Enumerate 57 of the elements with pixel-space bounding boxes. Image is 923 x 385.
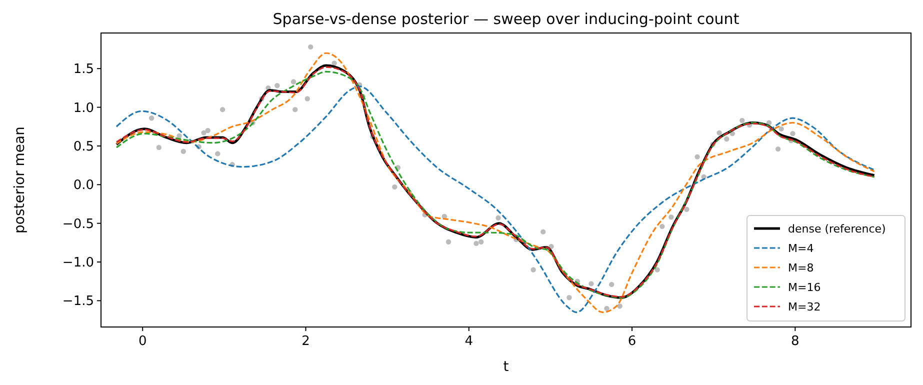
y-tick-label: 0.0 xyxy=(73,178,94,194)
chart-title: Sparse-vs-dense posterior — sweep over inducing-point count xyxy=(272,10,740,28)
legend-label: M=16 xyxy=(788,281,821,294)
point xyxy=(180,148,186,154)
point xyxy=(604,306,610,312)
y-tick-label: −0.5 xyxy=(62,216,94,232)
point xyxy=(148,116,154,121)
legend-label: M=32 xyxy=(788,300,821,314)
x-tick-label: 4 xyxy=(464,334,474,349)
point xyxy=(588,281,594,286)
point xyxy=(496,215,501,221)
point xyxy=(617,304,622,309)
point xyxy=(215,151,220,156)
point xyxy=(740,118,745,124)
point xyxy=(566,295,572,300)
point xyxy=(716,130,722,136)
legend-label: M=4 xyxy=(788,242,814,255)
point xyxy=(654,267,660,272)
x-tick-label: 6 xyxy=(628,334,636,349)
point xyxy=(694,154,700,160)
x-axis-title: t xyxy=(503,359,510,375)
y-axis-title: posterior mean xyxy=(12,126,28,234)
y-tick-label: −1.5 xyxy=(62,294,94,310)
point xyxy=(724,136,730,142)
x-tick-label: 8 xyxy=(791,334,800,349)
point xyxy=(778,126,784,132)
legend-label: dense (reference) xyxy=(788,222,886,236)
point xyxy=(156,144,162,150)
point xyxy=(176,133,182,138)
point xyxy=(332,60,337,66)
y-tick-label: 1.5 xyxy=(73,62,94,78)
point xyxy=(292,106,298,112)
point xyxy=(308,44,314,50)
point xyxy=(274,83,280,88)
point xyxy=(446,239,452,244)
point xyxy=(392,184,398,190)
point xyxy=(201,130,206,136)
point xyxy=(530,267,536,272)
x-tick-label: 0 xyxy=(138,334,147,349)
point xyxy=(684,206,690,212)
y-tick-label: 1.0 xyxy=(73,100,94,116)
point xyxy=(304,96,310,102)
point xyxy=(474,240,479,246)
point xyxy=(220,106,226,112)
y-tick-label: 0.5 xyxy=(73,139,94,154)
point xyxy=(290,79,296,84)
point xyxy=(775,146,781,152)
point xyxy=(668,214,674,220)
x-tick-label: 2 xyxy=(302,334,310,349)
legend-label: M=8 xyxy=(788,262,814,274)
y-tick-label: −1.0 xyxy=(62,256,94,271)
point xyxy=(540,229,546,234)
point xyxy=(478,239,484,244)
point xyxy=(205,128,210,134)
point xyxy=(609,282,614,288)
point xyxy=(660,224,665,230)
point xyxy=(790,130,796,136)
